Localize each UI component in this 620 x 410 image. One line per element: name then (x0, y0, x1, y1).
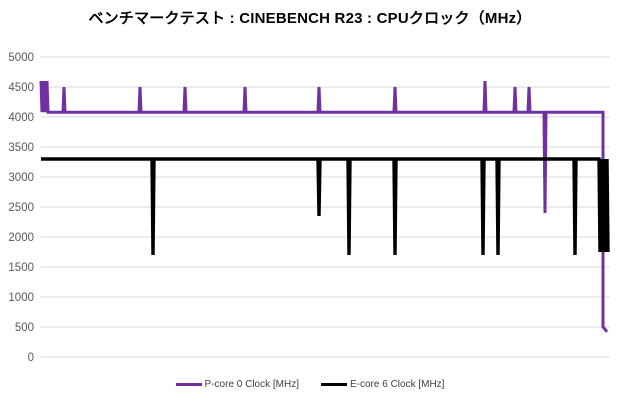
chart-title: ベンチマークテスト : CINEBENCH R23 : CPUクロック（MHz） (88, 10, 532, 27)
y-tick-label: 3500 (8, 142, 34, 154)
y-tick-label: 500 (15, 322, 34, 334)
y-tick-label: 4000 (8, 112, 34, 124)
y-tick-label: 3000 (8, 172, 34, 184)
legend-item-pcore: P-core 0 Clock [MHz] (175, 379, 299, 390)
ecore-line-swatch (321, 383, 347, 386)
gridlines (41, 56, 610, 358)
legend-label-ecore: E-core 6 Clock [MHz] (350, 379, 445, 390)
legend: P-core 0 Clock [MHz] E-core 6 Clock [MHz… (0, 379, 620, 390)
y-axis-labels: 0 500 1000 1500 2000 2500 3000 3500 4000 4500 5000 (8, 52, 34, 364)
legend-label-pcore: P-core 0 Clock [MHz] (204, 379, 299, 390)
y-tick-label: 1000 (8, 292, 34, 304)
y-tick-label: 5000 (8, 52, 34, 64)
y-tick-label: 1500 (8, 262, 34, 274)
y-tick-label: 0 (28, 352, 34, 364)
pcore-line-swatch (175, 383, 202, 386)
e-core-series-line (41, 157, 610, 256)
y-tick-label: 2000 (8, 232, 34, 244)
y-tick-label: 2500 (8, 202, 34, 214)
p-core-series-line (39, 80, 609, 333)
y-tick-label: 4500 (8, 82, 34, 94)
legend-item-ecore: E-core 6 Clock [MHz] (321, 379, 444, 390)
